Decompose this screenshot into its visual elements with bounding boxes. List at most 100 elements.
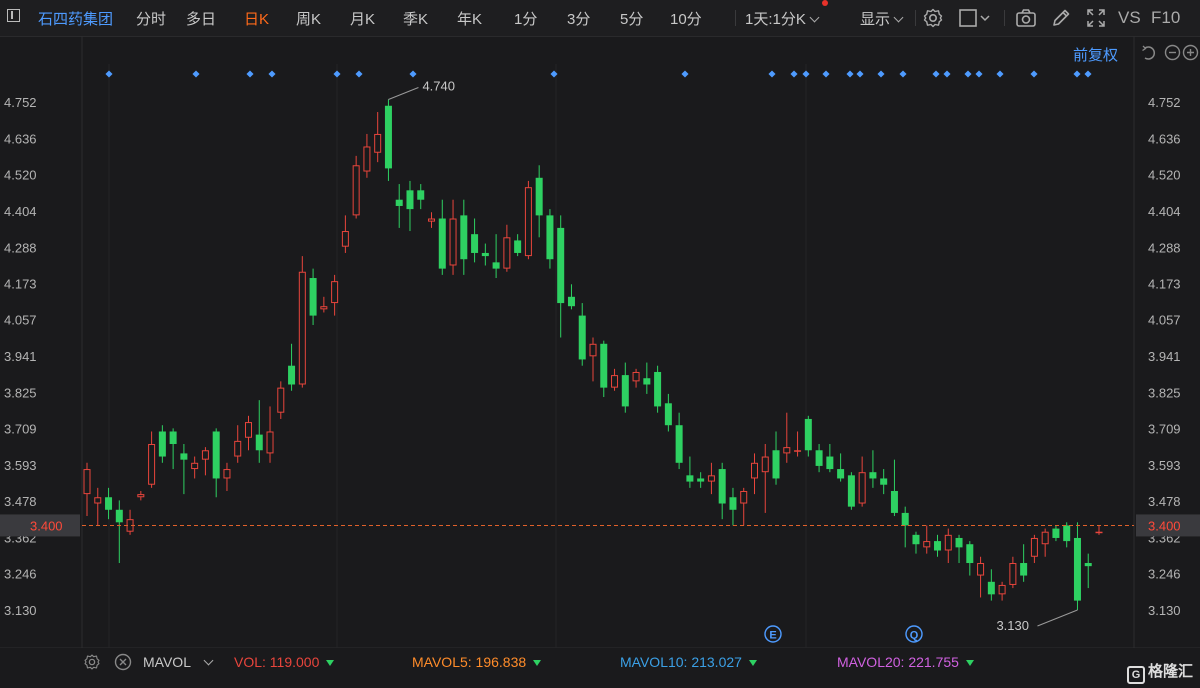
- stock-name[interactable]: 石四药集团: [38, 11, 114, 28]
- candle-body-up: [944, 534, 952, 551]
- current-price-badge-right: [1136, 514, 1200, 537]
- candle-body-up: [1009, 563, 1017, 585]
- candle-body-up: [298, 271, 306, 385]
- mavol10-stat-value: 213.027: [691, 654, 742, 670]
- settings-gear-icon[interactable]: [922, 7, 944, 29]
- max-annotation-leader: [388, 87, 419, 100]
- tab-3min[interactable]: 3分: [567, 11, 591, 28]
- indicator-dropdown[interactable]: [200, 654, 214, 670]
- candle-body-down: [772, 450, 780, 479]
- candle-body-down: [438, 218, 446, 269]
- candle-body-up: [524, 187, 532, 257]
- brand-logo: G 格隆汇: [1127, 660, 1193, 684]
- candle-body-down: [987, 581, 995, 595]
- candle-body-down: [514, 240, 522, 253]
- tab-10min[interactable]: 10分: [670, 11, 702, 28]
- tab-1min[interactable]: 1分: [514, 11, 538, 28]
- vs-compare-button[interactable]: VS: [1118, 8, 1141, 27]
- event-dot-marker: [1073, 70, 1081, 78]
- candle-body-up: [201, 450, 209, 460]
- candle-body-down: [169, 431, 177, 445]
- candle-body-up: [374, 133, 382, 153]
- event-dot-marker: [1084, 70, 1092, 78]
- tab-weekly-k[interactable]: 周K: [296, 11, 322, 28]
- close-indicator-icon[interactable]: [114, 653, 132, 671]
- event-dot-marker: [943, 70, 951, 78]
- tab-quarterly-k[interactable]: 季K: [403, 11, 429, 28]
- f10-button[interactable]: F10: [1151, 8, 1181, 27]
- event-dot-marker: [877, 70, 885, 78]
- mavol10-stat: MAVOL10: 213.027: [620, 654, 757, 670]
- sidebar-toggle-icon[interactable]: [7, 9, 20, 22]
- camera-icon[interactable]: [1015, 7, 1037, 29]
- zoom-out-icon[interactable]: [1164, 44, 1181, 61]
- y-tick-label-right: 4.288: [1148, 240, 1181, 255]
- indicator-settings-icon[interactable]: [83, 653, 101, 671]
- candle-body-up: [783, 447, 791, 454]
- undo-icon[interactable]: [1141, 45, 1159, 61]
- event-dot-marker: [932, 70, 940, 78]
- candle-body-down: [600, 343, 608, 388]
- interval-selector[interactable]: 1天:1分K: [745, 8, 820, 29]
- display-menu-label: 显示: [860, 11, 891, 28]
- y-tick-label-right: 4.173: [1148, 276, 1181, 291]
- candle-body-down: [718, 469, 726, 504]
- pencil-icon[interactable]: [1050, 7, 1072, 29]
- vol-stat-value: 119.000: [269, 654, 320, 670]
- candle-body-down: [804, 418, 812, 451]
- kline-chart[interactable]: 4.752 4.752 4.636 4.636 4.520 4.520 4.404 4.404…: [0, 36, 1200, 648]
- interval-selector-label: 1天:1分K: [745, 11, 806, 28]
- event-dot-marker: [964, 70, 972, 78]
- candle-body-down: [654, 371, 662, 407]
- candle-body-up: [794, 450, 802, 452]
- display-menu[interactable]: 显示: [860, 8, 904, 29]
- indicator-name[interactable]: MAVOL: [143, 654, 191, 670]
- vol-stat: VOL: 119.000: [234, 654, 335, 670]
- tab-5min[interactable]: 5分: [620, 11, 644, 28]
- max-price-annotation: 4.740: [422, 78, 455, 93]
- adjustment-label[interactable]: 前复权: [1073, 47, 1119, 64]
- y-tick-label-left: 4.636: [4, 131, 37, 146]
- candle-body-down: [869, 472, 877, 479]
- candle-body-down: [880, 478, 888, 485]
- tab-fenshi[interactable]: 分时: [136, 11, 167, 28]
- candle-body-up: [1041, 531, 1049, 545]
- fullscreen-icon[interactable]: [1085, 7, 1107, 29]
- candle-body-down: [546, 215, 554, 260]
- y-tick-label-left: 3.246: [4, 567, 37, 582]
- candle-body-down: [675, 425, 683, 463]
- tab-monthly-k[interactable]: 月K: [350, 11, 376, 28]
- drawing-box-icon[interactable]: [957, 7, 993, 29]
- event-dot-marker: [790, 70, 798, 78]
- candle-body-down: [826, 456, 834, 470]
- y-tick-label-left: 4.057: [4, 313, 37, 328]
- current-price-badge-left: [0, 514, 80, 537]
- candle-body-down: [890, 490, 898, 513]
- candle-body-up: [352, 165, 360, 216]
- tab-duori[interactable]: 多日: [186, 11, 217, 28]
- divider: [735, 10, 736, 26]
- tab-daily-k[interactable]: 日K: [244, 11, 270, 28]
- y-tick-label-left: 3.709: [4, 422, 37, 437]
- event-circle-icon: [905, 625, 923, 643]
- tab-yearly-k[interactable]: 年K: [457, 11, 483, 28]
- candle-body-up: [998, 584, 1006, 595]
- candle-body-up: [428, 218, 436, 222]
- candle-body-down: [643, 378, 651, 385]
- candle-body-up: [223, 469, 231, 479]
- zoom-in-icon[interactable]: [1182, 44, 1199, 61]
- current-price-label-left: 3.400: [30, 518, 63, 533]
- candle-body-up: [740, 490, 748, 504]
- candle-body-up: [266, 431, 274, 454]
- candle-body-down: [115, 509, 123, 523]
- event-dot-marker: [846, 70, 854, 78]
- triangle-down-icon: [965, 660, 974, 666]
- chevron-down-icon: [809, 12, 820, 23]
- event-dot-marker: [105, 70, 113, 78]
- candle-body-up: [234, 440, 242, 457]
- candle-body-down: [481, 252, 489, 257]
- event-dot-marker: [996, 70, 1004, 78]
- candle-body-up: [277, 387, 285, 413]
- y-tick-label-right: 3.246: [1148, 567, 1181, 582]
- y-tick-label-right: 3.130: [1148, 603, 1181, 618]
